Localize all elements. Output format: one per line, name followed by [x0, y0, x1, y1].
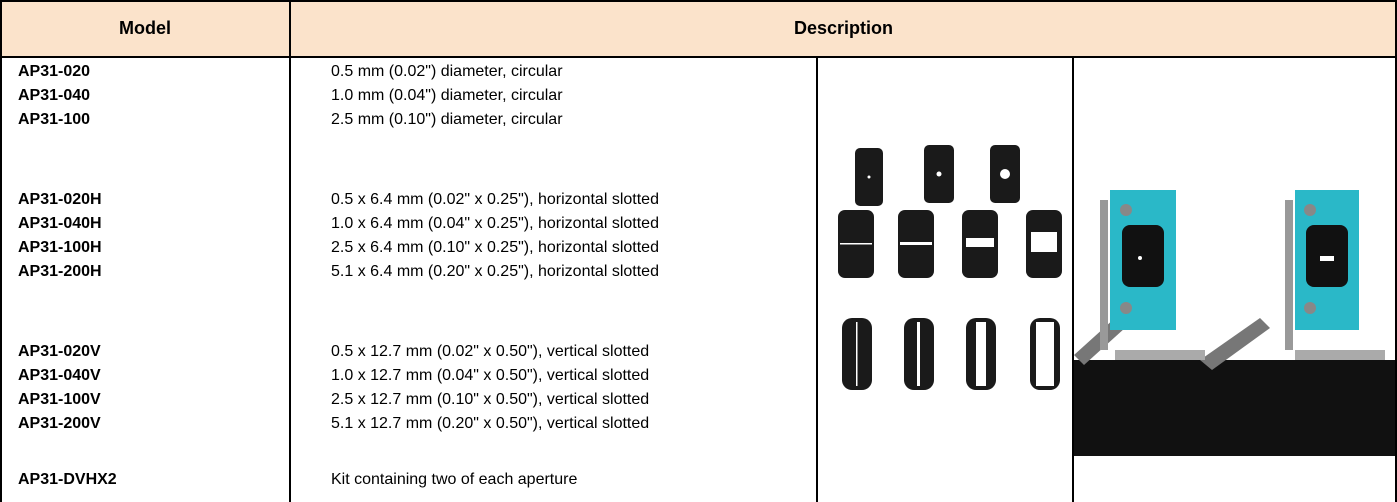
description-cell: 1.0 x 12.7 mm (0.04" x 0.50"), vertical … [331, 367, 650, 384]
mount-photo [1074, 190, 1395, 456]
model-cell: AP31-200V [18, 415, 101, 432]
description-cell: 1.0 x 6.4 mm (0.04" x 0.25"), horizontal… [331, 215, 659, 232]
model-cell: AP31-020V [18, 343, 101, 360]
description-cell: 5.1 x 12.7 mm (0.20" x 0.50"), vertical … [331, 415, 650, 432]
border [0, 56, 1397, 58]
description-cell: 5.1 x 6.4 mm (0.20" x 0.25"), horizontal… [331, 263, 659, 280]
description-cell: 0.5 mm (0.02") diameter, circular [331, 63, 563, 80]
description-cell: 2.5 mm (0.10") diameter, circular [331, 111, 563, 128]
model-cell: AP31-020 [18, 63, 91, 80]
model-cell: AP31-040V [18, 367, 101, 384]
description-cell: 1.0 mm (0.04") diameter, circular [331, 87, 563, 104]
description-cell: 0.5 x 12.7 mm (0.02" x 0.50"), vertical … [331, 343, 650, 360]
border [0, 0, 2, 502]
border [289, 0, 291, 502]
border [816, 56, 818, 502]
description-cell: 2.5 x 6.4 mm (0.10" x 0.25"), horizontal… [331, 239, 659, 256]
description-cell: 0.5 x 6.4 mm (0.02" x 0.25"), horizontal… [331, 191, 659, 208]
model-cell: AP31-040 [18, 87, 91, 104]
model-cell: AP31-020H [18, 191, 102, 208]
model-cell: AP31-100 [18, 111, 91, 128]
header-description: Description [290, 0, 1397, 56]
model-cell: AP31-100V [18, 391, 101, 408]
description-cell: 2.5 x 12.7 mm (0.10" x 0.50"), vertical … [331, 391, 650, 408]
vertical-apertures [842, 318, 1060, 390]
model-cell: AP31-200H [18, 263, 102, 280]
border [1395, 0, 1397, 502]
horizontal-apertures [838, 210, 1062, 278]
model-cell: AP31-DVHX2 [18, 471, 117, 488]
model-cell: AP31-040H [18, 215, 102, 232]
model-cell: AP31-100H [18, 239, 102, 256]
header-model: Model [0, 0, 290, 56]
description-cell: Kit containing two of each aperture [331, 471, 578, 488]
border [0, 0, 1397, 2]
border [1072, 56, 1074, 502]
circular-apertures [855, 145, 1020, 206]
